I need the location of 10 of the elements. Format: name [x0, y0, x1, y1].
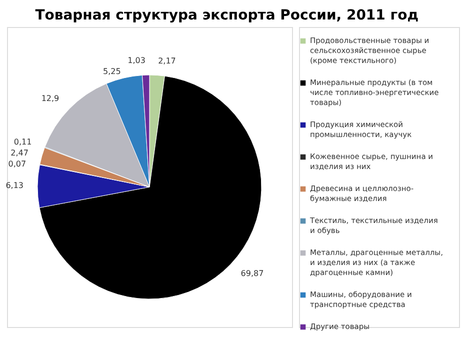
- data-label: 12,9: [41, 94, 60, 104]
- data-label: 6,13: [6, 181, 24, 190]
- data-label: 2,47: [10, 148, 28, 158]
- data-label: 0,11: [14, 137, 32, 146]
- data-label: 0,07: [8, 159, 26, 168]
- data-label: 2,17: [158, 56, 176, 66]
- data-label: 5,25: [103, 67, 121, 76]
- data-label: 1,03: [128, 56, 146, 66]
- chart-title: Товарная структура экспорта России, 2011 год: [35, 8, 419, 24]
- data-label: 69,87: [240, 268, 264, 278]
